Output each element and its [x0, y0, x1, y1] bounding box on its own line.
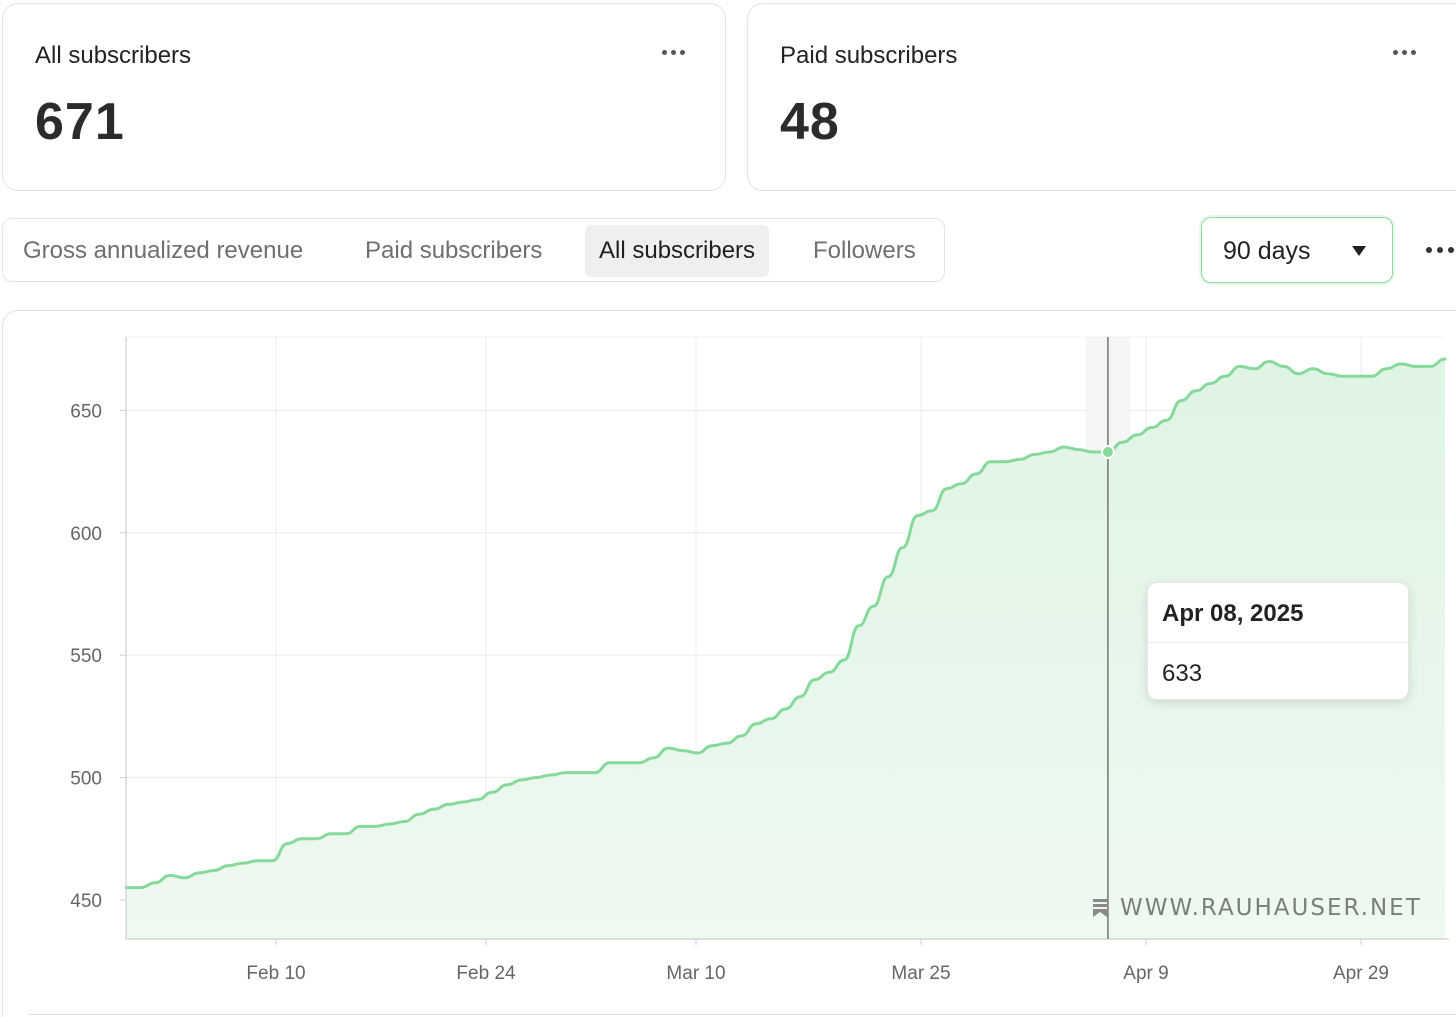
all-subscribers-card: All subscribers 671 — [2, 3, 726, 191]
tab-followers[interactable]: Followers — [813, 237, 916, 264]
card-value: 48 — [780, 93, 840, 151]
paid-subscribers-card: Paid subscribers 48 — [747, 3, 1456, 191]
bookmark-icon — [1093, 899, 1107, 917]
y-tick-label: 550 — [70, 646, 102, 667]
subscribers-area-chart[interactable]: 450 500 550 600 650 Feb 10 Feb 24 Mar 10 Mar 25 A… — [3, 311, 1456, 1017]
tab-gross-annualized-revenue[interactable]: Gross annualized revenue — [23, 237, 304, 264]
series-area — [126, 359, 1445, 939]
x-tick-label: Mar 25 — [891, 963, 950, 984]
y-tick-label: 450 — [70, 891, 102, 912]
y-tick-label: 650 — [70, 401, 102, 422]
x-tick-label: Mar 10 — [666, 963, 725, 984]
watermark-text: WWW.RAUHAUSER.NET — [1120, 895, 1422, 921]
highlight-point — [1100, 445, 1115, 460]
tab-paid-subscribers[interactable]: Paid subscribers — [365, 237, 543, 264]
tooltip-date: Apr 08, 2025 — [1162, 600, 1304, 627]
x-tick-label: Apr 29 — [1333, 963, 1389, 984]
watermark: WWW.RAUHAUSER.NET — [1092, 895, 1422, 921]
x-tick-label: Feb 10 — [246, 963, 305, 984]
metric-tabs: Gross annualized revenue Paid subscriber… — [2, 218, 945, 282]
card-value: 671 — [35, 93, 125, 151]
date-range-select[interactable]: 90 days — [1201, 217, 1393, 283]
x-tick-label: Feb 24 — [456, 963, 516, 984]
more-options-icon[interactable] — [1426, 247, 1454, 253]
y-tick-label: 500 — [70, 768, 102, 789]
more-options-icon[interactable] — [662, 50, 685, 55]
x-tick-label: Apr 9 — [1123, 963, 1168, 984]
series-line — [124, 357, 1447, 890]
tab-all-subscribers[interactable]: All subscribers — [585, 225, 770, 277]
tooltip-value: 633 — [1162, 660, 1203, 687]
date-range-value: 90 days — [1223, 237, 1311, 265]
card-title: Paid subscribers — [780, 42, 958, 69]
y-tick-label: 600 — [70, 524, 102, 545]
more-options-icon[interactable] — [1393, 50, 1416, 55]
caret-down-icon — [1352, 246, 1366, 256]
chart-tooltip: Apr 08, 2025 633 — [1147, 582, 1409, 700]
card-title: All subscribers — [35, 42, 192, 69]
